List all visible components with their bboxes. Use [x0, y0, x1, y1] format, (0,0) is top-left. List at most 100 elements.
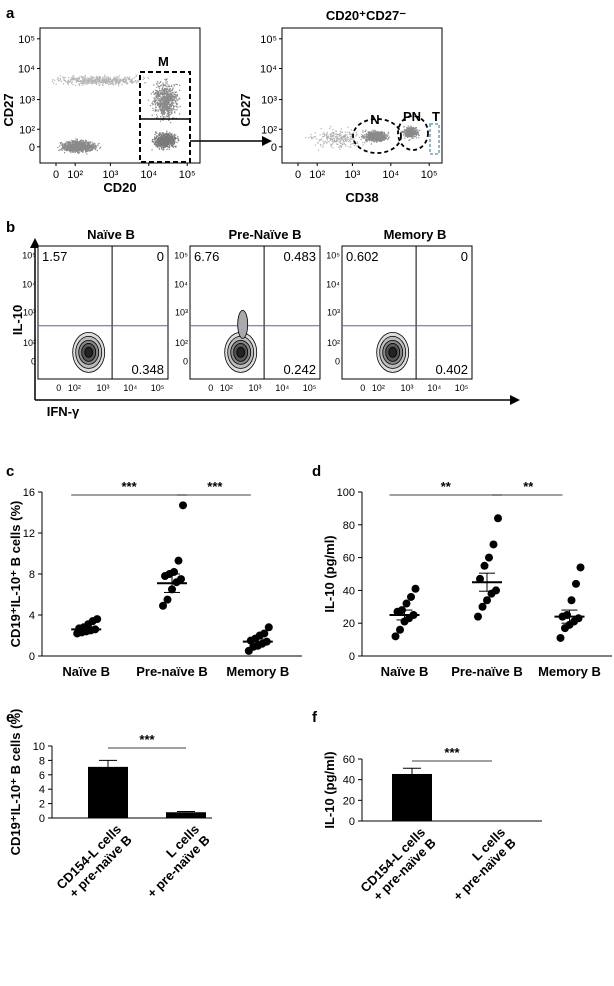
category-label: CD154-L cells+ pre-naïve B [357, 825, 438, 906]
event-dot [60, 143, 62, 145]
event-dot [116, 82, 118, 84]
event-dot [167, 113, 169, 115]
event-dot [96, 82, 98, 84]
event-dot [157, 109, 159, 111]
event-dot [329, 135, 332, 137]
event-dot [156, 82, 158, 84]
event-dot [78, 84, 80, 86]
event-dot [168, 115, 170, 117]
x-tick-label: 10³ [96, 383, 109, 393]
event-dot [159, 107, 161, 109]
event-dot [84, 76, 86, 78]
event-dot [344, 135, 346, 137]
event-dot [93, 145, 95, 147]
event-dot [168, 107, 170, 109]
event-dot [406, 135, 409, 138]
event-dot [162, 96, 164, 99]
event-dot [155, 103, 157, 105]
y-tick-label: 10⁴ [174, 280, 188, 290]
event-dot [167, 136, 169, 138]
event-dot [76, 142, 78, 144]
event-dot [131, 80, 133, 82]
event-dot [170, 90, 172, 92]
event-dot [175, 134, 177, 136]
event-dot [64, 149, 66, 151]
event-dot [379, 136, 381, 138]
event-dot [374, 136, 376, 138]
event-dot [130, 80, 132, 83]
event-dot [87, 144, 89, 146]
x-ticks: 0 10² 10³ 10⁴ 10⁵ [295, 163, 438, 181]
event-dot [153, 84, 155, 86]
y-tick-label: 10⁴ [22, 280, 36, 290]
event-dot [385, 137, 387, 139]
event-dot [407, 133, 409, 135]
event-dot [162, 103, 164, 105]
event-dot [412, 130, 414, 132]
event-dot [162, 148, 165, 150]
event-dot [169, 113, 171, 116]
event-dot [72, 140, 74, 142]
event-dot [80, 144, 82, 146]
event-dot [372, 129, 374, 131]
event-dot [113, 78, 115, 80]
event-dot [164, 112, 166, 114]
event-dot [170, 106, 172, 108]
event-dot [86, 81, 88, 84]
event-dot [93, 81, 95, 83]
event-dot [174, 97, 176, 99]
event-dot [118, 85, 120, 87]
event-dot [121, 84, 123, 86]
event-dot [75, 141, 77, 143]
event-dot [173, 96, 175, 98]
event-dot [159, 145, 161, 147]
event-dot [156, 135, 158, 137]
x-tick-label: 10³ [248, 383, 261, 393]
event-dot [89, 145, 91, 147]
event-dot [123, 81, 125, 83]
event-dot [171, 141, 173, 143]
event-dot [380, 133, 383, 135]
event-dot [171, 133, 173, 135]
event-dot [331, 132, 333, 134]
event-dot [162, 93, 164, 95]
event-dot [165, 78, 167, 81]
event-dot [97, 145, 99, 147]
data-point [576, 563, 585, 572]
event-dot [340, 132, 342, 134]
event-dot [95, 144, 97, 146]
event-dot [319, 139, 321, 141]
event-dot [329, 128, 331, 130]
event-dot [414, 132, 416, 134]
event-dot [349, 141, 352, 143]
x-tick-label: 10² [68, 383, 81, 393]
event-dot [155, 145, 157, 147]
event-dot [382, 136, 384, 138]
event-dot [134, 77, 136, 79]
event-dot [85, 150, 87, 152]
x-tick-label: 0 [208, 383, 213, 393]
event-dot [311, 137, 313, 139]
data-point [179, 501, 187, 510]
event-dot [102, 82, 105, 84]
ylabel-cd27: CD27 [238, 93, 253, 126]
category-label: Naïve B [62, 664, 110, 679]
event-dot [333, 139, 336, 141]
event-dot [173, 136, 175, 138]
event-dot [164, 139, 166, 141]
event-dot [168, 96, 170, 99]
event-dot [374, 129, 376, 131]
event-dot [337, 139, 339, 141]
event-dot [159, 109, 161, 111]
event-dot [169, 87, 171, 90]
event-dot [152, 91, 154, 93]
event-dot [164, 116, 166, 118]
y-tick-label: 8 [39, 755, 45, 767]
event-dot [82, 145, 84, 147]
event-dot [161, 96, 163, 98]
event-dot [161, 112, 163, 115]
event-dot [71, 145, 73, 147]
event-dot [81, 141, 83, 143]
event-dot [332, 138, 334, 140]
event-dot [93, 146, 95, 148]
